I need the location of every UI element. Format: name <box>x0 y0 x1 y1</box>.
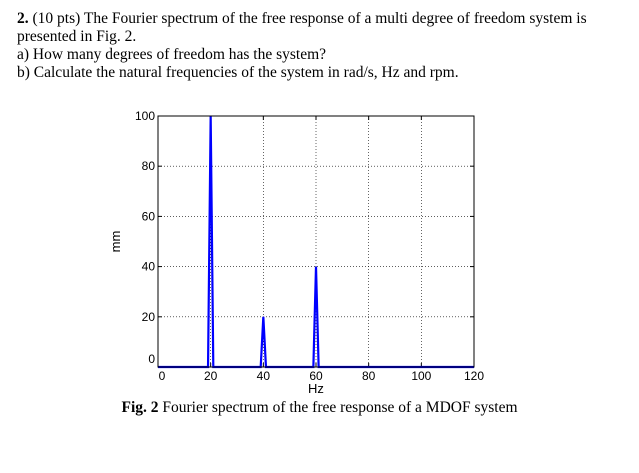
axes-box <box>157 115 475 368</box>
y-tick-label: 100 <box>135 109 155 123</box>
question-b: b) Calculate the natural frequencies of … <box>17 64 459 81</box>
tick-labels: 0 20 40 60 80 100 120 0 20 40 60 80 100 <box>135 109 484 383</box>
spectrum-line <box>158 115 474 369</box>
problem-statement: 2. (10 pts) The Fourier spectrum of the … <box>17 10 627 82</box>
y-tick-label: 60 <box>142 209 156 223</box>
y-tick-label: 20 <box>142 310 156 324</box>
question-a: a) How many degrees of freedom has the s… <box>17 46 327 63</box>
x-tick-label: 120 <box>464 369 484 383</box>
series <box>158 115 474 369</box>
y-axis-label: mm <box>108 231 123 253</box>
x-tick-label: 20 <box>204 369 218 383</box>
x-tick-label: 0 <box>159 369 166 383</box>
caption-label: Fig. 2 <box>121 399 159 416</box>
y-tick-label: 80 <box>142 159 156 173</box>
x-axis-label: Hz <box>308 381 324 396</box>
problem-intro-text: (10 pts) The Fourier spectrum of the fre… <box>17 10 587 45</box>
problem-intro: 2. (10 pts) The Fourier spectrum of the … <box>17 10 627 46</box>
y-tick-label: 0 <box>148 352 155 366</box>
figure-caption: Fig. 2 Fourier spectrum of the free resp… <box>0 399 639 417</box>
problem-number: 2. <box>17 10 29 27</box>
caption-text: Fourier spectrum of the free response of… <box>162 399 518 416</box>
x-tick-label: 60 <box>309 369 323 383</box>
grid <box>158 116 474 367</box>
x-tick-label: 100 <box>411 369 431 383</box>
y-tick-label: 40 <box>142 260 156 274</box>
x-tick-label: 40 <box>257 369 271 383</box>
x-tick-label: 80 <box>362 369 376 383</box>
